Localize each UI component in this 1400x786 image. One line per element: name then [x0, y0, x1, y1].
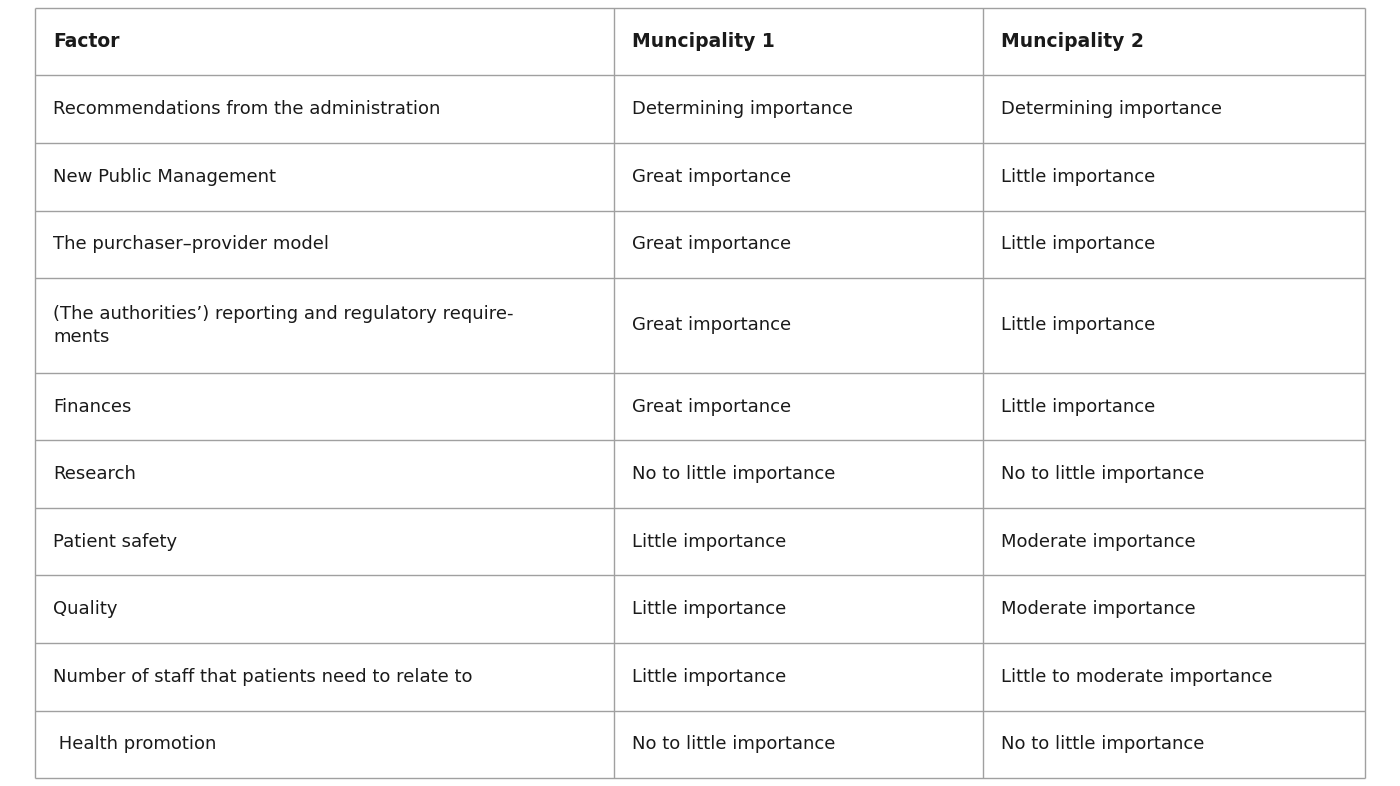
- Text: Great importance: Great importance: [631, 235, 791, 253]
- Text: Great importance: Great importance: [631, 398, 791, 416]
- Text: Little importance: Little importance: [1001, 317, 1156, 335]
- Text: Little importance: Little importance: [1001, 167, 1156, 185]
- Text: Great importance: Great importance: [631, 317, 791, 335]
- Text: No to little importance: No to little importance: [1001, 736, 1205, 753]
- Text: Determining importance: Determining importance: [631, 100, 853, 118]
- Text: New Public Management: New Public Management: [53, 167, 276, 185]
- Text: (The authorities’) reporting and regulatory require-
ments: (The authorities’) reporting and regulat…: [53, 305, 514, 346]
- Text: Great importance: Great importance: [631, 167, 791, 185]
- Text: Recommendations from the administration: Recommendations from the administration: [53, 100, 441, 118]
- Text: Little importance: Little importance: [631, 533, 785, 551]
- Text: Determining importance: Determining importance: [1001, 100, 1222, 118]
- Text: Moderate importance: Moderate importance: [1001, 533, 1196, 551]
- Text: Little importance: Little importance: [631, 601, 785, 619]
- Text: Muncipality 1: Muncipality 1: [631, 32, 774, 51]
- Text: Muncipality 2: Muncipality 2: [1001, 32, 1144, 51]
- Text: Patient safety: Patient safety: [53, 533, 178, 551]
- Text: No to little importance: No to little importance: [631, 465, 836, 483]
- Text: Little to moderate importance: Little to moderate importance: [1001, 668, 1273, 686]
- Text: Health promotion: Health promotion: [53, 736, 217, 753]
- Text: No to little importance: No to little importance: [631, 736, 836, 753]
- Text: Moderate importance: Moderate importance: [1001, 601, 1196, 619]
- Text: The purchaser–provider model: The purchaser–provider model: [53, 235, 329, 253]
- Text: Number of staff that patients need to relate to: Number of staff that patients need to re…: [53, 668, 473, 686]
- Text: Little importance: Little importance: [1001, 398, 1156, 416]
- Text: Quality: Quality: [53, 601, 118, 619]
- Text: Little importance: Little importance: [1001, 235, 1156, 253]
- Text: Research: Research: [53, 465, 136, 483]
- Text: Finances: Finances: [53, 398, 132, 416]
- Text: Factor: Factor: [53, 32, 119, 51]
- Text: No to little importance: No to little importance: [1001, 465, 1205, 483]
- Text: Little importance: Little importance: [631, 668, 785, 686]
